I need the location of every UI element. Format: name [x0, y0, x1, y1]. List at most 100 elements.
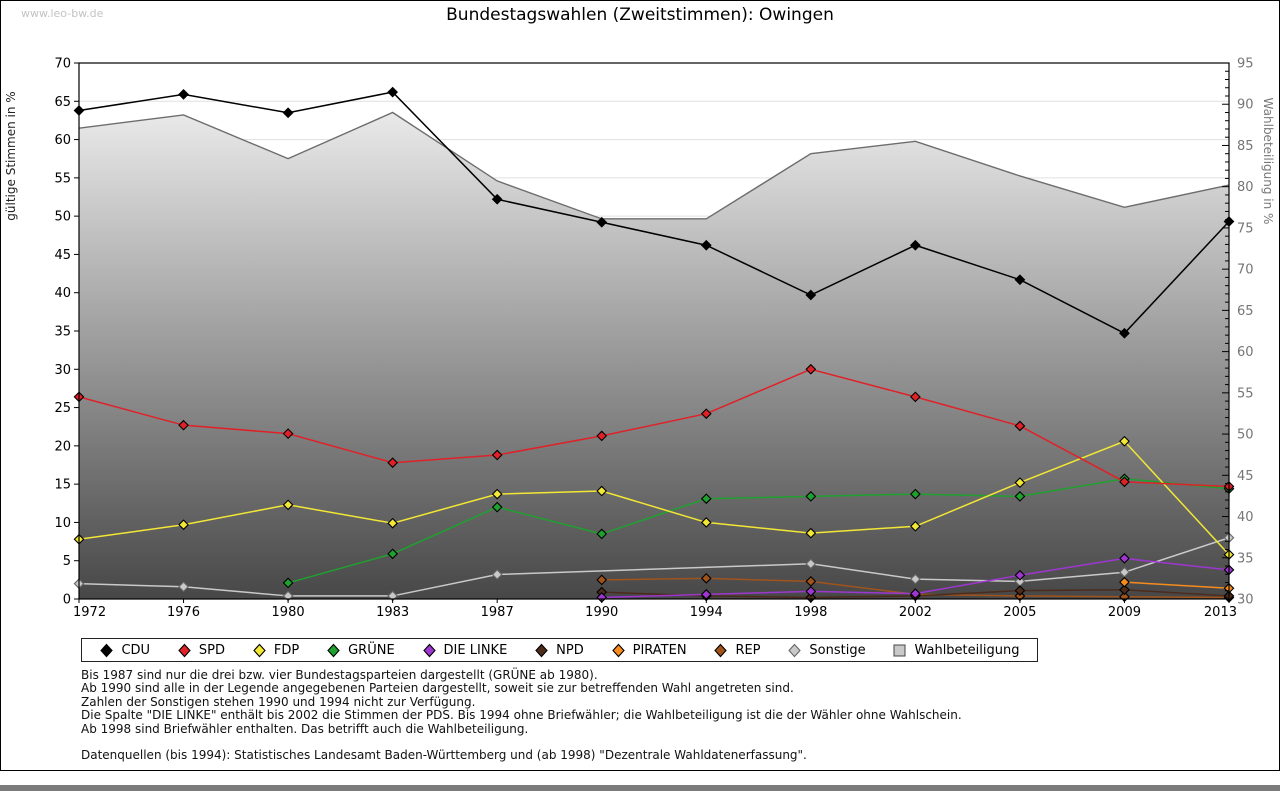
legend-label: CDU: [121, 642, 151, 658]
x-tick-label: 2009: [1108, 605, 1141, 620]
footnote-line: Ab 1998 sind Briefwähler enthalten. Das …: [81, 721, 529, 736]
data-point: [596, 430, 608, 442]
legend-label: FDP: [273, 642, 300, 658]
data-point: [700, 493, 712, 505]
data-point: [1119, 553, 1130, 564]
left-tick-label: 0: [63, 593, 71, 608]
data-point: [805, 491, 817, 502]
legend-item-PIRATEN: PIRATEN: [611, 643, 687, 658]
legend-square-icon: [893, 644, 906, 656]
x-tick-label: 1983: [376, 605, 409, 620]
x-tick-label: 2005: [1003, 605, 1036, 620]
legend-diamond-icon: [535, 643, 548, 657]
data-point: [1014, 274, 1026, 286]
legend-diamond-icon: [253, 643, 266, 657]
right-tick-label: 95: [1237, 57, 1254, 72]
legend-label: REP: [735, 642, 761, 658]
legend-diamond-icon: [100, 643, 114, 657]
data-point: [1119, 576, 1130, 588]
data-point: [1014, 569, 1026, 581]
data-point: [596, 485, 608, 497]
data-point: [596, 528, 608, 540]
data-point: [1014, 585, 1026, 596]
left-tick-label: 40: [54, 286, 71, 301]
data-point: [596, 574, 608, 586]
data-point: [909, 488, 921, 500]
data-point: [491, 449, 503, 461]
data-point: [1119, 327, 1130, 339]
right-tick-label: 45: [1237, 469, 1254, 484]
right-tick-label: 40: [1237, 510, 1254, 525]
x-tick-label: 1976: [167, 605, 200, 620]
x-tick-label: 1980: [272, 605, 305, 620]
legend-item-REP: REP: [713, 642, 761, 658]
x-tick-label: 1990: [585, 605, 618, 620]
series-line-PIRATEN: [1124, 581, 1230, 590]
data-point: [178, 519, 189, 531]
legend-item-GRÜNE: GRÜNE: [326, 643, 395, 658]
x-tick-label: 1987: [481, 605, 514, 620]
legend-label: GRÜNE: [348, 642, 395, 658]
data-point: [805, 585, 817, 597]
left-tick-label: 65: [54, 95, 71, 110]
footnote-line: Bis 1987 sind nur die drei bzw. vier Bun…: [81, 668, 598, 682]
data-point: [700, 572, 712, 584]
legend-label: Sonstige: [809, 642, 866, 658]
legend-label: NPD: [556, 642, 584, 658]
data-point: [909, 520, 921, 532]
right-tick-label: 30: [1237, 593, 1254, 608]
data-point: [387, 86, 399, 98]
data-point: [909, 588, 921, 600]
legend-item-FDP: FDP: [252, 643, 299, 658]
right-tick-label: 85: [1237, 139, 1254, 154]
chart-footnotes: Bis 1987 sind nur die drei bzw. vier Bun…: [81, 668, 1231, 763]
legend-item-CDU: CDU: [99, 643, 150, 658]
legend-item-SPD: SPD: [177, 643, 225, 658]
series-line-Sonstige: [78, 537, 1230, 597]
data-point: [700, 408, 712, 420]
legend-item-Sonstige: Sonstige: [787, 642, 866, 658]
data-point: [387, 517, 399, 529]
data-point: [178, 419, 189, 431]
x-tick-label: 2013: [1204, 605, 1237, 620]
data-point: [1014, 491, 1026, 502]
x-tick-label: 1972: [73, 605, 106, 620]
data-point: [491, 193, 503, 205]
data-point: [491, 501, 503, 513]
series-line-FDP: [78, 440, 1230, 556]
horizontal-scrollbar[interactable]: [0, 785, 1280, 791]
left-tick-label: 30: [54, 363, 71, 378]
turnout-line: [78, 111, 1230, 220]
data-point: [178, 581, 189, 593]
data-point: [700, 517, 712, 528]
data-point: [805, 363, 817, 375]
x-tick-label: 1994: [690, 605, 723, 620]
data-point: [387, 548, 399, 560]
right-tick-label: 90: [1237, 98, 1254, 113]
legend-item-Wahlbeteiligung: Wahlbeteiligung: [892, 643, 1019, 658]
footnote-line: Ab 1990 sind alle in der Legende angegeb…: [81, 681, 794, 696]
data-point: [282, 577, 294, 589]
data-point: [387, 457, 399, 469]
left-tick-label: 15: [54, 478, 71, 493]
footnote-line: Datenquellen (bis 1994): Statistisches L…: [81, 748, 807, 763]
data-point: [282, 499, 294, 511]
data-point: [700, 239, 712, 251]
legend-label: DIE LINKE: [443, 642, 508, 658]
right-tick-label: 70: [1237, 263, 1254, 278]
legend-diamond-icon: [422, 643, 436, 657]
election-line-chart: 0 5 10 15 20 25 30 35 40 45 50 55 60 65 70 30 35 40 45 50 55…: [4, 57, 1275, 621]
data-point: [1119, 584, 1130, 596]
content-frame: www.leo-bw.de Bundestagswahlen (Zweitsti…: [0, 0, 1280, 771]
legend-diamond-icon: [178, 643, 191, 657]
data-point: [909, 573, 921, 585]
right-axis-title: Wahlbeteiligung in %: [1261, 98, 1275, 225]
data-point: [1119, 435, 1130, 447]
data-point: [805, 289, 817, 301]
left-tick-label: 5: [63, 554, 71, 569]
right-tick-label: 65: [1237, 304, 1254, 319]
right-tick-label: 60: [1237, 345, 1254, 360]
left-tick-label: 60: [54, 133, 71, 148]
right-tick-label: 75: [1237, 221, 1254, 236]
legend-label: PIRATEN: [632, 642, 687, 658]
